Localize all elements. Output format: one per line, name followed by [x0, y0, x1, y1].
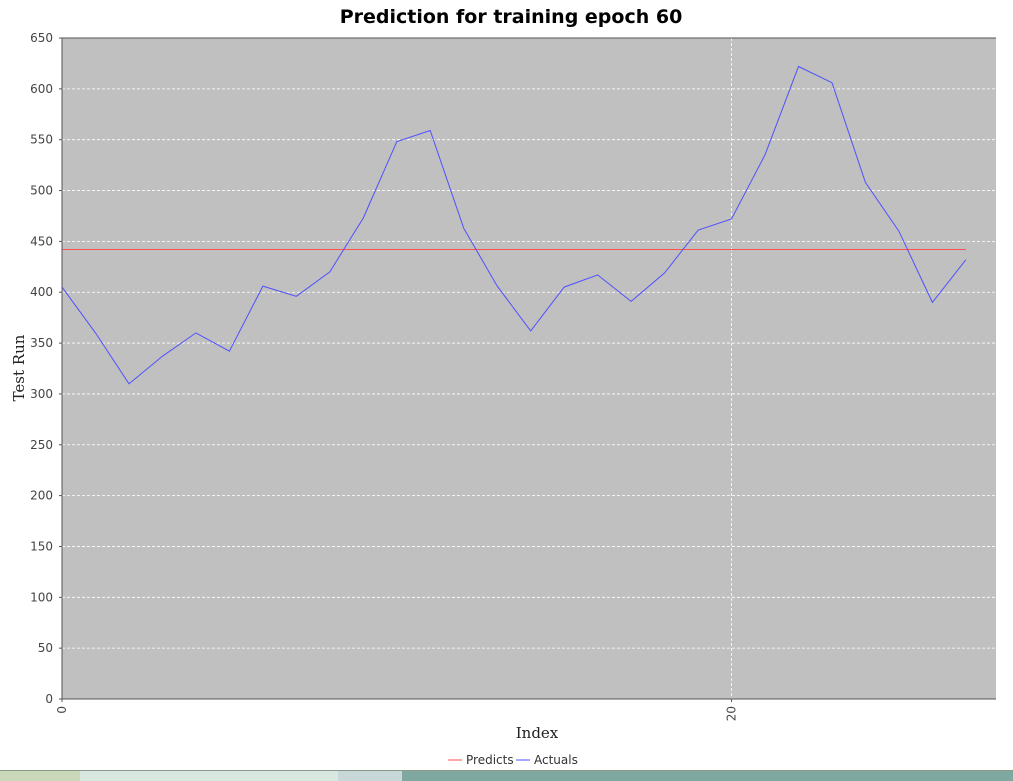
series-lines: [61, 65, 967, 385]
y-axis-label: Test Run: [10, 334, 28, 401]
legend-label-predicts: Predicts: [466, 753, 514, 767]
legend: Predicts Actuals: [448, 753, 578, 767]
y-tick-label: 350: [30, 336, 53, 350]
y-tick-label: 250: [30, 438, 53, 452]
y-tick-label: 150: [30, 539, 53, 553]
taskbar-segment: [0, 770, 80, 781]
y-tick-label: 300: [30, 387, 53, 401]
y-tick-label: 500: [30, 184, 53, 198]
y-tick-label: 100: [30, 590, 53, 604]
plot-area: [62, 38, 996, 699]
series-line-actuals: [61, 65, 967, 385]
taskbar-segment: [402, 770, 1013, 781]
y-tick-label: 450: [30, 234, 53, 248]
y-tick-label: 200: [30, 489, 53, 503]
taskbar-segment: [338, 770, 402, 781]
y-tick-label: 600: [30, 82, 53, 96]
y-tick-label: 550: [30, 133, 53, 147]
y-tick-label: 650: [30, 31, 53, 45]
y-tick-labels: 0 50 100 150 200 250 300 350 400 450 500 550 600 650: [30, 31, 62, 706]
legend-label-actuals: Actuals: [534, 753, 578, 767]
x-tick-label: 0: [55, 706, 69, 714]
y-tick-label: 50: [38, 641, 53, 655]
x-tick-label: 20: [725, 706, 739, 721]
y-tick-label: 400: [30, 285, 53, 299]
x-tick-labels: 0 20: [55, 699, 739, 721]
taskbar-strip: [0, 770, 1013, 781]
y-tick-label: 0: [45, 692, 53, 706]
taskbar-segment: [80, 770, 338, 781]
chart-title: Prediction for training epoch 60: [340, 6, 683, 28]
x-axis-label: Index: [516, 724, 559, 742]
